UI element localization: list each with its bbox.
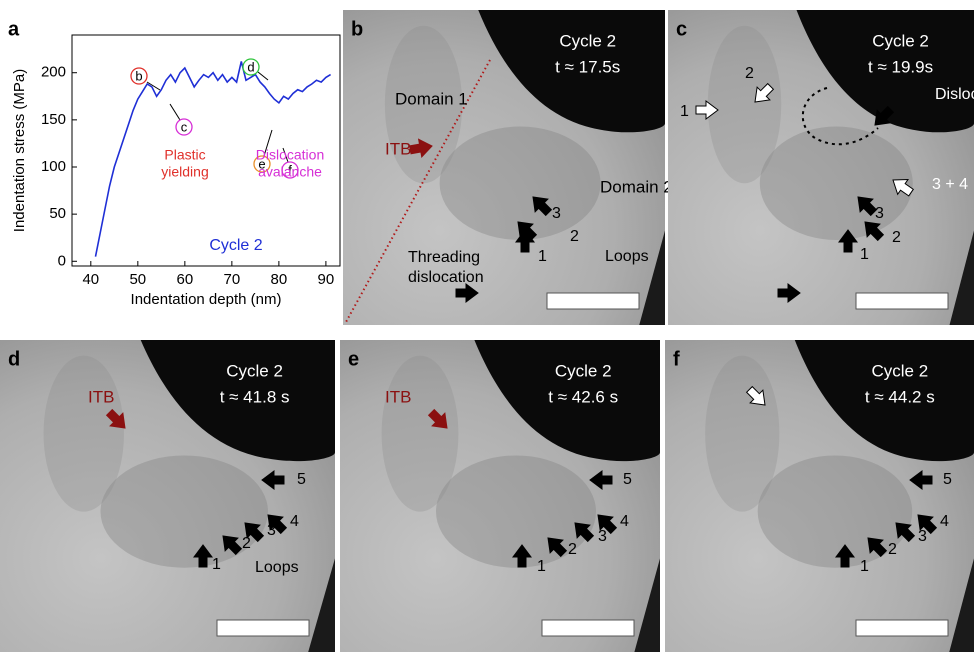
annotation-text: ITB	[385, 387, 411, 406]
time-label: t ≈ 17.5s	[555, 57, 620, 76]
tem-shade	[44, 356, 124, 512]
annotation-text: 4	[290, 513, 299, 530]
annotation-text: Threading	[408, 249, 480, 266]
y-tick-label: 0	[58, 252, 66, 269]
annotation-text: Domain 2	[600, 177, 673, 196]
annotation-pointer	[170, 104, 180, 120]
annotation-text: 1	[212, 556, 221, 573]
annotation-text: Dislocation	[256, 147, 324, 163]
tem-shade	[708, 26, 781, 184]
annotation-pointer	[258, 72, 268, 80]
tem-panel: b Cycle 2 t ≈ 17.5s Domain 1 ITB Domain 2 32 1 L…	[343, 10, 673, 325]
cycle-label: Cycle 2	[555, 361, 612, 380]
time-label: t ≈ 41.8 s	[220, 387, 290, 406]
tem-shade	[760, 127, 913, 240]
figure: a 40 50 60 70 80 90 0 50 100 150 200 Indentation dep…	[0, 0, 974, 652]
annotation-text: 2	[568, 541, 577, 558]
annotation-text: 3	[875, 205, 884, 222]
cycle-label: Cycle 2	[226, 361, 283, 380]
annotation-text: Loops	[255, 559, 299, 576]
annotation-text: 3 + 4	[932, 176, 968, 193]
tem-panel: cCycle 2t ≈ 19.9s12Dislocation3 + 4321	[668, 10, 974, 325]
annotation-text: avalanche	[258, 164, 322, 180]
annotation-text: 3	[918, 528, 927, 545]
annotation-text: 2	[892, 229, 901, 246]
tem-panel: f Cycle 2 t ≈ 44.2 s 5 43 2 1	[665, 340, 974, 652]
annotation-text: 1	[537, 558, 546, 575]
annotation-text: 4	[940, 513, 949, 530]
annotation-letter: d	[247, 59, 254, 74]
scale-bar	[217, 620, 309, 636]
annotation-text: 4	[620, 513, 629, 530]
y-axis-label: Indentation stress (MPa)	[11, 69, 28, 232]
annotation-text: 2	[745, 65, 754, 82]
y-tick-label: 200	[41, 64, 66, 81]
annotation-text: 5	[943, 471, 952, 488]
annotation-text: 3	[598, 528, 607, 545]
panel-label: e	[348, 348, 359, 370]
scale-bar	[542, 620, 634, 636]
x-tick-label: 40	[82, 271, 99, 288]
x-tick-label: 80	[271, 271, 288, 288]
time-label: t ≈ 19.9s	[868, 57, 933, 76]
annotation-text: 1	[860, 246, 869, 263]
annotation-text: Dislocation	[935, 86, 974, 103]
x-tick-label: 60	[176, 271, 193, 288]
annotation-text: 2	[570, 228, 579, 245]
annotation-text: 1	[538, 248, 547, 265]
annotation-text: 1	[680, 103, 689, 120]
annotation-text: ITB	[385, 139, 411, 158]
cycle-label: Cycle 2	[872, 31, 929, 50]
x-tick-label: 50	[129, 271, 146, 288]
x-axis-label: Indentation depth (nm)	[131, 291, 282, 308]
annotation-text: Cycle 2	[209, 237, 262, 254]
time-label: t ≈ 42.6 s	[548, 387, 618, 406]
x-tick-label: 70	[224, 271, 241, 288]
cycle-label: Cycle 2	[871, 361, 928, 380]
y-tick-label: 100	[41, 158, 66, 175]
annotation-text: 5	[297, 471, 306, 488]
annotation-text: dislocation	[408, 269, 484, 286]
annotation-text: 1	[860, 558, 869, 575]
annotation-text: Plastic	[164, 147, 205, 163]
tem-panel: e Cycle 2 t ≈ 42.6 s ITB 5 43 2 1	[340, 340, 660, 652]
scale-bar	[856, 293, 948, 309]
y-tick-label: 50	[49, 205, 66, 222]
time-label: t ≈ 44.2 s	[865, 387, 935, 406]
panel-label: f	[673, 348, 680, 370]
tem-shade	[705, 356, 779, 512]
annotation-text: yielding	[161, 164, 208, 180]
panel-label: b	[351, 18, 363, 40]
annotation-letter: c	[181, 119, 188, 134]
annotation-text: 3	[552, 205, 561, 222]
panel-label: c	[676, 18, 687, 40]
annotation-text: ITB	[88, 387, 114, 406]
annotation-text: Loops	[605, 248, 649, 265]
tem-panel: d Cycle 2 t ≈ 41.8 s ITB 5 432 1 Loops	[0, 340, 335, 652]
y-tick-label: 150	[41, 111, 66, 128]
cycle-label: Cycle 2	[559, 31, 616, 50]
annotation-text: Domain 1	[395, 89, 468, 108]
annotation-letter: b	[135, 68, 142, 83]
annotation-text: 2	[242, 535, 251, 552]
annotation-text: 3	[267, 522, 276, 539]
x-tick-label: 90	[318, 271, 335, 288]
panel-label: d	[8, 348, 20, 370]
tem-shade	[382, 356, 459, 512]
annotation-text: 5	[623, 471, 632, 488]
annotation-text: 2	[888, 541, 897, 558]
scale-bar	[856, 620, 948, 636]
panel-label: a	[8, 18, 20, 40]
scale-bar	[547, 293, 639, 309]
